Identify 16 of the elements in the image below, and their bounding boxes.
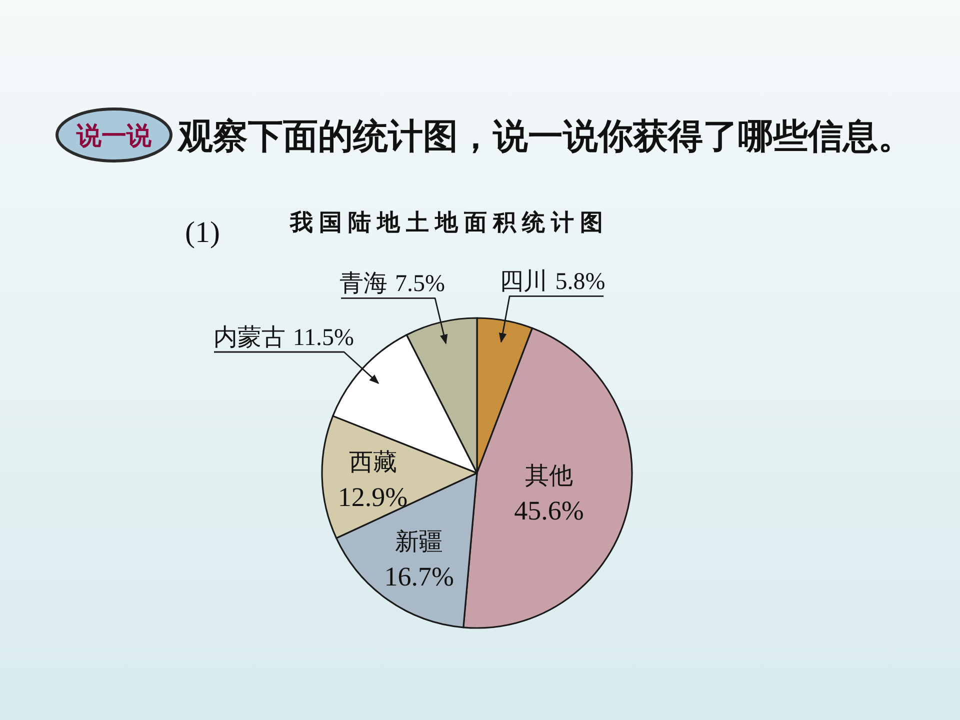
chart-title: 我国陆地土地面积统计图 xyxy=(289,209,609,236)
slice-label: 青海 xyxy=(339,269,396,298)
text: 说一说 xyxy=(76,121,152,150)
data-label: 45.6% xyxy=(514,496,584,526)
slice-label: 内蒙古 xyxy=(213,322,293,351)
text: 观察下面的统计图，说一说你获得了哪些信息。 xyxy=(177,117,913,157)
slice-label: 西藏 xyxy=(348,448,397,476)
data-label: 11.5% xyxy=(292,324,354,351)
text: (1) xyxy=(185,216,220,249)
data-label: 5.8% xyxy=(555,269,606,296)
slice-label: 新疆 xyxy=(395,527,444,556)
slice-label: 四川 xyxy=(500,267,556,296)
data-label: 16.7% xyxy=(384,561,454,592)
data-label: 12.9% xyxy=(338,482,408,512)
data-label: 7.5% xyxy=(395,271,446,298)
slice-label: 其他 xyxy=(524,462,573,490)
